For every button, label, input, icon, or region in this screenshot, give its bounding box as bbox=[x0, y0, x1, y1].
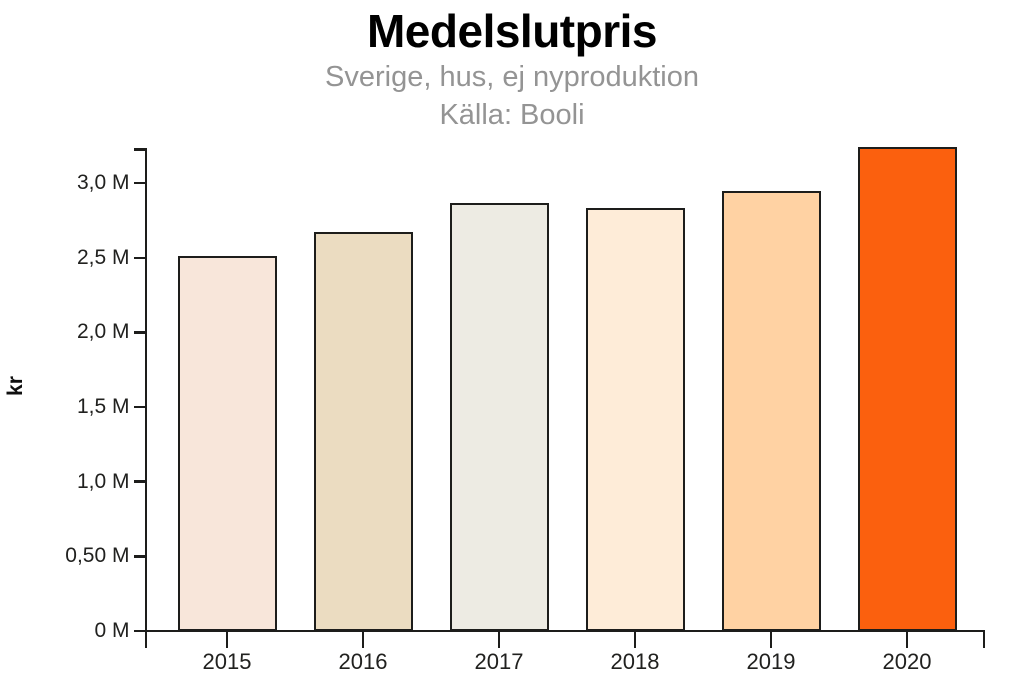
bar-2020 bbox=[857, 147, 957, 631]
x-tick-label-2016: 2016 bbox=[338, 649, 388, 674]
x-tick bbox=[633, 632, 637, 649]
y-tick-label: 2,0 M bbox=[76, 320, 130, 344]
y-tick-label: 1,5 M bbox=[76, 395, 130, 419]
chart-subtitle: Sverige, hus, ej nyproduktion bbox=[325, 61, 699, 93]
y-tick bbox=[133, 181, 145, 185]
chart-source: Källa: Booli bbox=[439, 99, 585, 131]
y-tick bbox=[133, 256, 145, 259]
y-tick bbox=[133, 555, 145, 558]
x-tick-label-2015: 2015 bbox=[202, 649, 252, 674]
bar-2018 bbox=[585, 208, 685, 631]
y-tick-label: 1,0 M bbox=[76, 469, 130, 493]
chart-title: Medelslutpris bbox=[366, 5, 658, 57]
chart-header: Medelslutpris Sverige, hus, ej nyprodukt… bbox=[0, 0, 1024, 134]
y-tick bbox=[133, 629, 145, 633]
y-tick bbox=[133, 480, 145, 483]
x-axis-endcap bbox=[982, 631, 985, 648]
x-tick-label-2017: 2017 bbox=[474, 649, 524, 674]
x-tick-label-2018: 2018 bbox=[610, 649, 660, 674]
x-axis-line bbox=[144, 629, 985, 633]
bar-2019 bbox=[721, 190, 821, 631]
x-tick bbox=[905, 632, 909, 649]
y-axis-endcap bbox=[133, 148, 145, 151]
x-tick bbox=[769, 632, 773, 649]
y-tick-label: 0,50 M bbox=[65, 544, 130, 568]
bar-2017 bbox=[449, 202, 549, 631]
y-tick bbox=[133, 331, 145, 334]
x-tick bbox=[225, 632, 229, 649]
y-axis-line bbox=[144, 148, 147, 648]
bar-2016 bbox=[313, 232, 413, 631]
x-tick bbox=[497, 632, 501, 649]
x-tick-label-2020: 2020 bbox=[882, 649, 932, 674]
bar-2015 bbox=[177, 256, 277, 631]
y-tick-label: 3,0 M bbox=[76, 171, 130, 195]
y-tick bbox=[133, 405, 145, 409]
x-tick bbox=[361, 632, 365, 649]
y-axis-title: kr bbox=[4, 376, 27, 396]
y-tick-label: 0 M bbox=[94, 619, 130, 642]
x-tick-label-2019: 2019 bbox=[746, 649, 796, 674]
y-tick-label: 2,5 M bbox=[76, 245, 130, 269]
